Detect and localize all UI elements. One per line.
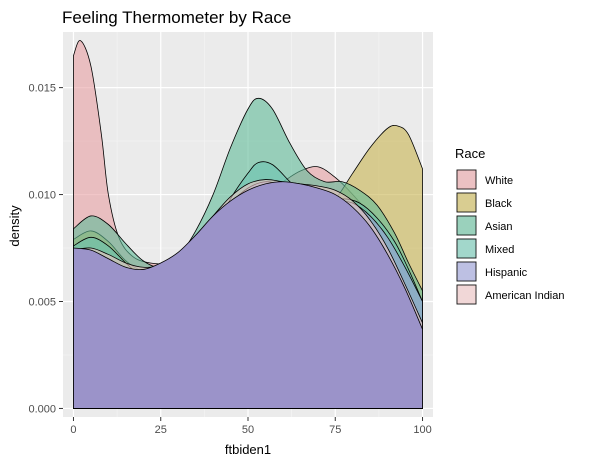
y-axis-title: density <box>7 205 22 247</box>
legend-label-black: Black <box>485 198 512 210</box>
x-axis-title: ftbiden1 <box>225 442 271 457</box>
y-tick-label: 0.015 <box>28 83 56 95</box>
legend-swatch-white <box>456 169 477 190</box>
legend-label-white: White <box>485 175 513 187</box>
y-axis-ticks: 0.000 0.005 0.010 0.015 <box>28 83 63 415</box>
chart-title: Feeling Thermometer by Race <box>62 8 291 27</box>
x-tick-label: 25 <box>155 424 167 436</box>
density-area-overlay <box>73 181 423 409</box>
legend-label-mixed: Mixed <box>485 244 514 256</box>
x-tick-label: 0 <box>70 424 76 436</box>
x-tick-label: 50 <box>242 424 254 436</box>
legend-swatch-black <box>456 192 477 213</box>
legend-title: Race <box>455 146 485 161</box>
x-axis-ticks: 0 25 50 75 100 <box>70 417 432 436</box>
legend-swatch-mixed <box>456 238 477 259</box>
legend-label-asian: Asian <box>485 221 513 233</box>
legend-swatch-hispanic <box>456 261 477 282</box>
legend-swatch-asian <box>456 215 477 236</box>
legend-label-hispanic: Hispanic <box>485 267 528 279</box>
y-tick-label: 0.010 <box>28 190 56 202</box>
legend-swatch-american-indian <box>456 284 477 305</box>
legend: Race White Black Asian Mixed Hispanic America… <box>455 146 565 305</box>
y-tick-label: 0.005 <box>28 297 56 309</box>
x-tick-label: 75 <box>329 424 341 436</box>
density-areas <box>73 40 423 409</box>
y-tick-label: 0.000 <box>28 403 56 415</box>
legend-label-american-indian: American Indian <box>485 290 565 302</box>
x-tick-label: 100 <box>413 424 431 436</box>
